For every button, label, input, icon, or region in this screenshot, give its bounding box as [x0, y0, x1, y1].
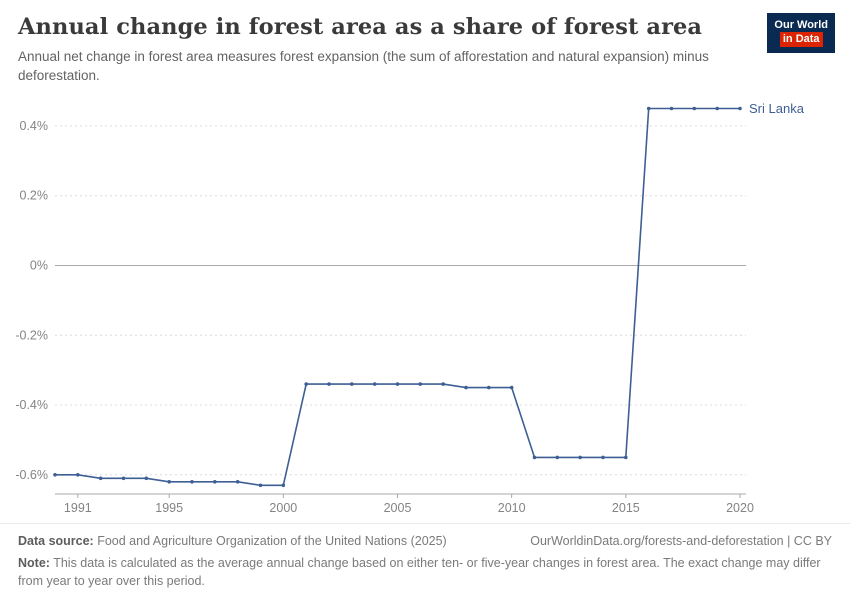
chart-canvas[interactable]: 0.4% 0.2% 0% -0.2% -0.4% -0.6% 1991 1995 2000 200…	[0, 90, 850, 522]
series-point	[555, 455, 560, 459]
series-point	[327, 382, 331, 386]
data-source-label: Data source:	[18, 533, 94, 548]
chart-title: Annual change in forest area as a share …	[18, 14, 703, 40]
x-axis-tick-label: 2005	[384, 501, 412, 515]
chart-footer: Data source: Food and Agriculture Organi…	[0, 522, 850, 600]
x-axis-tick-label: 2020	[726, 501, 754, 515]
series-line	[55, 107, 740, 486]
owid-logo-line1: Our World	[774, 19, 828, 31]
series-point	[167, 479, 171, 484]
series-point	[76, 472, 80, 477]
series-point	[53, 472, 57, 477]
data-source: Data source: Food and Agriculture Organi…	[18, 532, 447, 550]
owid-citation-link[interactable]: OurWorldinData.org/forests-and-deforesta…	[530, 532, 832, 550]
series-point	[98, 476, 103, 480]
note-label: Note:	[18, 555, 50, 570]
series-point	[669, 106, 674, 111]
series-point	[213, 479, 217, 484]
series-end-label[interactable]: Sri Lanka	[749, 101, 805, 116]
y-axis-tick-label: 0%	[30, 258, 48, 272]
x-axis-tick-label: 2010	[498, 501, 526, 515]
series-point	[624, 455, 628, 459]
citation-link-text[interactable]: OurWorldinData.org/forests-and-deforesta…	[530, 533, 832, 548]
chart-subtitle: Annual net change in forest area measure…	[18, 49, 709, 83]
series-point	[372, 382, 377, 386]
series-point	[235, 479, 240, 484]
y-axis-tick-label: 0.4%	[20, 119, 49, 133]
y-axis-tick-label: -0.2%	[15, 328, 48, 342]
series-point	[144, 476, 149, 480]
note-text: This data is calculated as the average a…	[18, 555, 821, 588]
series-point	[646, 106, 651, 111]
chart-header: Annual change in forest area as a share …	[0, 0, 850, 86]
chart-area: 0.4% 0.2% 0% -0.2% -0.4% -0.6% 1991 1995 2000 200…	[0, 90, 850, 527]
x-axis-tick-label: 1991	[64, 501, 92, 515]
series-point	[258, 483, 263, 487]
chart-note: Note: This data is calculated as the ave…	[18, 554, 832, 590]
series-point	[601, 455, 605, 459]
y-axis-tick-label: 0.2%	[20, 188, 49, 202]
series-point	[281, 483, 286, 487]
series-point	[578, 455, 582, 459]
x-axis-tick-label: 2015	[612, 501, 640, 515]
owid-logo[interactable]: Our World in Data	[767, 13, 835, 53]
x-axis-tick-label: 1995	[155, 501, 183, 515]
series-point	[487, 385, 491, 390]
series-point	[509, 385, 514, 390]
series-point	[190, 479, 194, 484]
series-point	[692, 106, 697, 111]
series-point	[418, 382, 423, 386]
series-point	[395, 382, 400, 386]
series-point	[304, 382, 309, 386]
x-axis-tick-label: 2000	[269, 501, 297, 515]
owid-logo-line2: in Data	[779, 32, 823, 47]
series-point	[350, 382, 354, 386]
series-point	[738, 106, 742, 111]
series-point	[464, 385, 468, 390]
data-source-text: Food and Agriculture Organization of the…	[93, 533, 447, 548]
series-point	[441, 382, 446, 386]
y-axis-tick-label: -0.4%	[15, 398, 48, 412]
series-point	[715, 106, 719, 111]
series-point	[532, 455, 537, 459]
series-point	[121, 476, 126, 480]
y-axis-tick-label: -0.6%	[15, 468, 48, 482]
